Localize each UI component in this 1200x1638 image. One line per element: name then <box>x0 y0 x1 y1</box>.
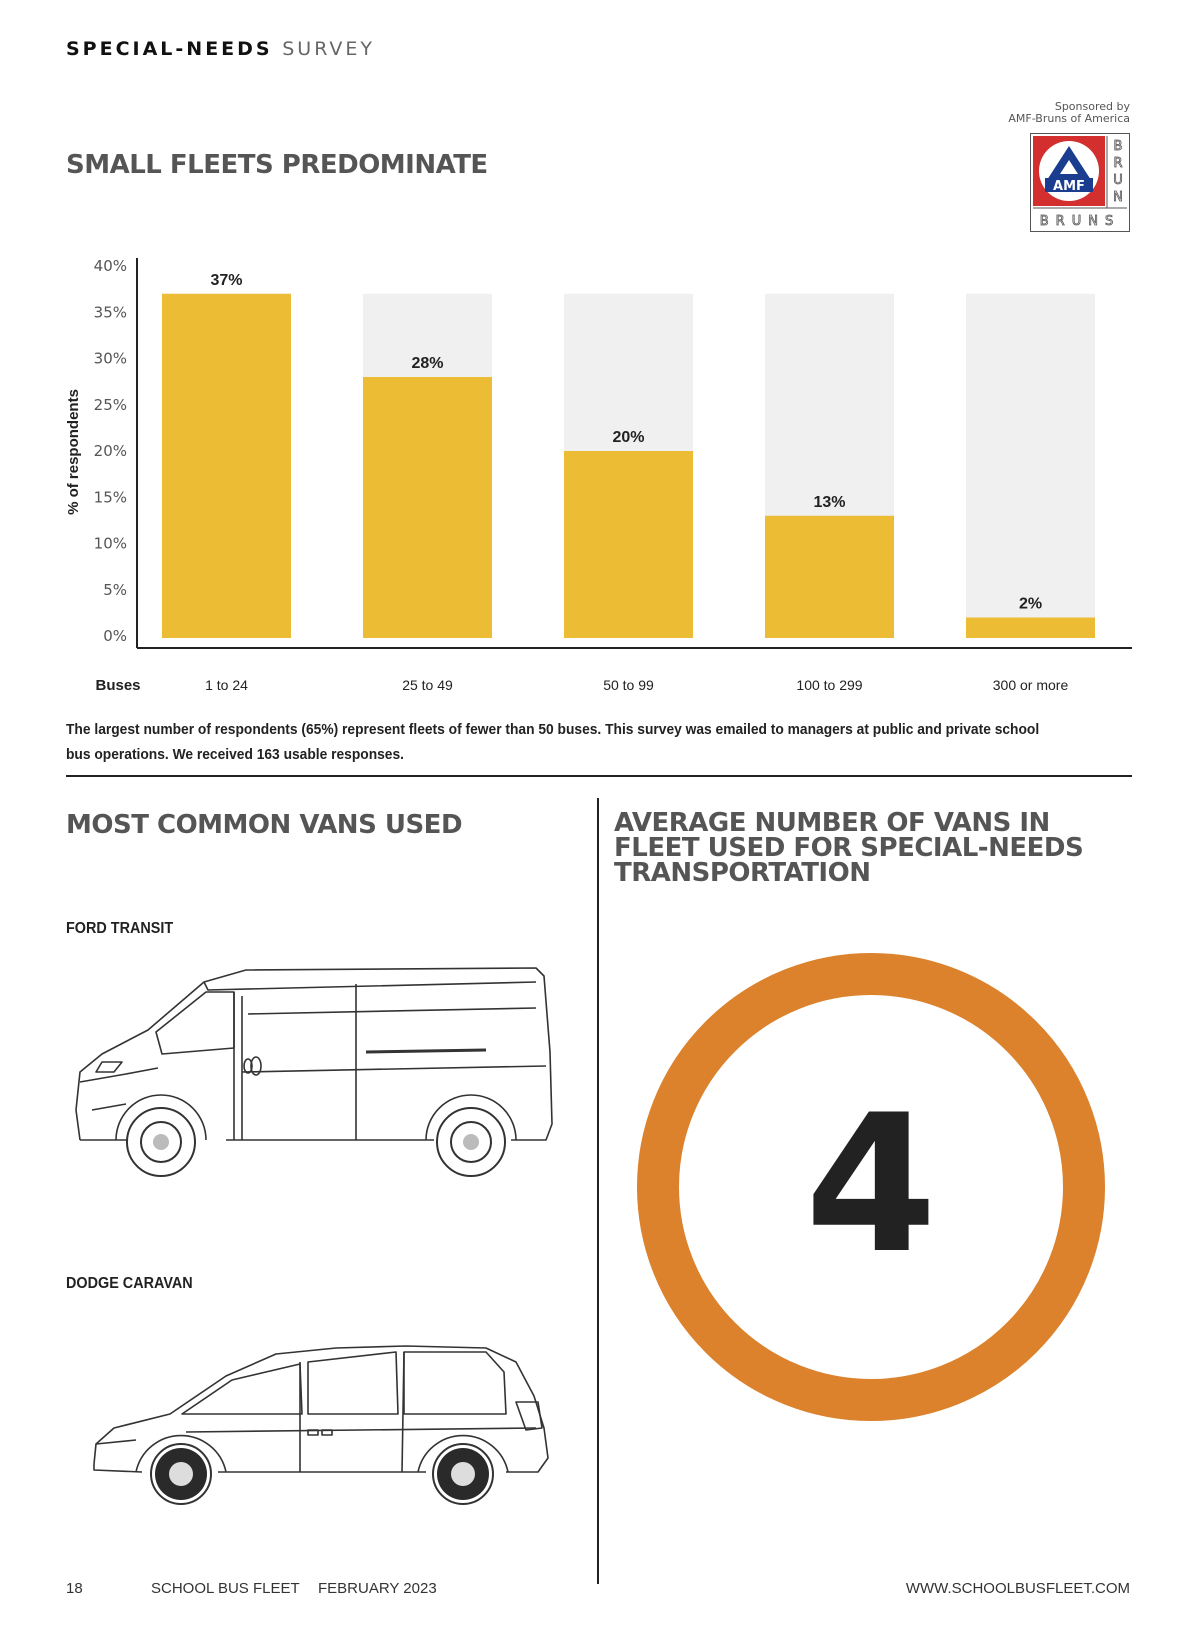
cargo-van-icon <box>75 967 553 1177</box>
svg-text:N: N <box>1113 190 1123 205</box>
bar <box>765 515 894 638</box>
bar-data-label: 37% <box>210 272 242 289</box>
y-tick-label: 25% <box>94 396 127 414</box>
logo-amf-text: AMF <box>1053 179 1085 194</box>
y-tick-label: 20% <box>94 442 127 460</box>
x-tick-label: 25 to 49 <box>402 677 453 693</box>
vans-title: MOST COMMON VANS USED <box>66 810 463 840</box>
amf-bruns-logo-icon: AMF BRUN BRUNS <box>1033 136 1127 229</box>
section-header: SPECIAL-NEEDS SURVEY <box>66 38 375 60</box>
footer-url: WWW.SCHOOLBUSFLEET.COM <box>905 1580 1130 1597</box>
footer-page-number: 18 <box>66 1580 83 1597</box>
bar-chart: 0% 5% 10% 15% 20% 25% 30% 35% 40% % of respondent… <box>65 257 1132 694</box>
average-value: 4 <box>804 1074 938 1295</box>
x-tick-label: 1 to 24 <box>205 677 248 693</box>
svg-text:B: B <box>1114 139 1123 154</box>
footer-date: FEBRUARY 2023 <box>318 1580 437 1597</box>
x-tick-label: 300 or more <box>993 677 1069 693</box>
section-header-bold: SPECIAL-NEEDS <box>66 38 273 60</box>
chart-caption: The largest number of respondents (65%) … <box>66 721 1040 763</box>
bar-data-label: 13% <box>813 494 845 511</box>
y-tick-label: 30% <box>94 350 127 368</box>
y-tick-label: 35% <box>94 303 127 321</box>
horizontal-divider <box>66 775 1132 777</box>
svg-text:R: R <box>1113 156 1122 171</box>
chart-title: SMALL FLEETS PREDOMINATE <box>66 150 488 180</box>
footer-publication: SCHOOL BUS FLEET <box>151 1580 300 1597</box>
svg-text:U: U <box>1113 173 1123 188</box>
y-tick-label: 40% <box>94 257 127 275</box>
bar <box>162 293 291 638</box>
bar-data-label: 28% <box>411 355 443 372</box>
bar-track <box>966 293 1095 638</box>
average-ring <box>637 953 1105 1421</box>
logo-bruns-text: BRUNS <box>1040 214 1120 229</box>
section-header-light: SURVEY <box>282 38 375 60</box>
x-tick-label: 100 to 299 <box>796 677 862 693</box>
y-tick-label: 0% <box>103 627 127 645</box>
van-label-dodge-caravan: DODGE CARAVAN <box>66 1275 193 1292</box>
vertical-divider <box>597 798 599 1584</box>
bar-data-label: 20% <box>612 429 644 446</box>
sponsor-credit: Sponsored by AMF-Bruns of America <box>1008 101 1130 125</box>
bar <box>363 377 492 638</box>
van-label-ford-transit: FORD TRANSIT <box>66 920 174 937</box>
minivan-icon <box>93 1345 549 1505</box>
bar <box>564 451 693 638</box>
x-axis-label: Buses <box>95 677 140 694</box>
sponsor-line-1: Sponsored by <box>1054 100 1130 113</box>
y-tick-label: 10% <box>94 535 127 553</box>
x-tick-label: 50 to 99 <box>603 677 654 693</box>
bar <box>966 617 1095 638</box>
average-title: AVERAGE NUMBER OF VANS IN FLEET USED FOR… <box>614 808 1084 888</box>
sponsor-line-2: AMF-Bruns of America <box>1008 112 1130 125</box>
bar-data-label: 2% <box>1019 596 1042 613</box>
y-tick-label: 15% <box>94 488 127 506</box>
y-tick-label: 5% <box>103 581 127 599</box>
y-axis-label: % of respondents <box>65 389 82 515</box>
